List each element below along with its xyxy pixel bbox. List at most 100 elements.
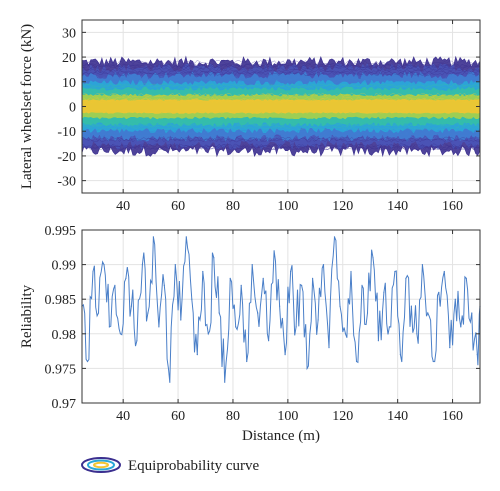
legend-equiprobability-icon-mid <box>87 459 115 471</box>
reliability-point <box>449 347 451 349</box>
equiprobability-curve <box>81 125 481 131</box>
equiprobability-curve <box>82 121 481 127</box>
y-tick-label: 20 <box>62 51 76 66</box>
x-tick-label: 120 <box>332 199 353 214</box>
reliability-point <box>443 270 445 273</box>
reliability-point <box>454 298 456 300</box>
reliability-point <box>317 319 319 321</box>
x-tick-label: 60 <box>171 199 185 214</box>
equiprobability-curve <box>81 119 481 125</box>
y-tick-label: 0.995 <box>45 224 77 239</box>
reliability-point <box>416 333 418 335</box>
reliability-point <box>405 277 407 279</box>
reliability-point <box>383 291 385 293</box>
reliability-point <box>273 250 275 252</box>
equiprobability-curve <box>81 145 481 151</box>
reliability-point <box>174 264 176 266</box>
legend: Equiprobability curve <box>81 457 260 474</box>
reliability-point <box>92 270 94 273</box>
reliability-point <box>372 257 374 259</box>
reliability-point <box>322 264 325 266</box>
equiprobability-curve <box>81 119 481 125</box>
x-tick-label: 160 <box>442 199 463 214</box>
equiprobability-curve <box>81 137 481 143</box>
y-axis-title: Lateral wheelset force (kN) <box>19 24 35 189</box>
equiprobability-curve <box>81 129 481 134</box>
reliability-point <box>103 264 105 266</box>
reliability-point <box>366 312 369 314</box>
reliability-point <box>257 312 259 314</box>
reliability-point <box>185 236 187 238</box>
reliability-point <box>114 284 116 286</box>
reliability-point <box>229 277 231 279</box>
equiprobability-curve <box>81 136 481 142</box>
equiprobability-curve <box>81 62 481 67</box>
reliability-point <box>421 264 423 266</box>
equiprobability-curve <box>81 70 481 75</box>
reliability-point <box>163 284 165 286</box>
reliability-point <box>218 312 220 314</box>
reliability-point <box>251 264 253 266</box>
equiprobability-curve <box>81 96 481 102</box>
y-tick-label: -10 <box>57 125 76 140</box>
reliability-point <box>328 347 330 349</box>
equiprobability-curve <box>81 133 481 138</box>
reliability-point <box>196 354 198 356</box>
reliability-point <box>191 298 193 300</box>
equiprobability-curve <box>81 60 481 65</box>
reliability-point <box>235 326 237 328</box>
top-chart: 40 60 80 100 120 140 1603020100-10-20-30Latera… <box>19 19 481 214</box>
legend-equiprobability-icon-outer <box>81 457 121 473</box>
x-axis-title: Distance (m) <box>242 428 320 444</box>
y-tick-label: -20 <box>57 150 76 165</box>
reliability-point <box>147 312 149 314</box>
equiprobability-curve <box>81 86 481 91</box>
reliability-point <box>410 305 412 307</box>
reliability-point <box>399 354 401 356</box>
y-tick-label: 0.985 <box>45 293 77 308</box>
plot-frame <box>81 229 481 404</box>
y-tick-label: 0.99 <box>52 259 77 274</box>
reliability-point <box>108 326 110 328</box>
x-tick-label: 40 <box>116 409 130 424</box>
x-tick-label: 140 <box>387 199 408 214</box>
y-tick-label: 10 <box>62 76 76 91</box>
x-tick-label: 140 <box>387 409 408 424</box>
y-tick-label: 0 <box>69 101 76 116</box>
equiprobability-curve <box>81 75 481 81</box>
reliability-point <box>97 312 100 314</box>
legend-label: Equiprobability curve <box>128 458 260 474</box>
reliability-point <box>240 284 242 286</box>
reliability-point <box>279 305 281 307</box>
reliability-point <box>202 270 204 273</box>
reliability-point <box>361 284 363 286</box>
reliability-point <box>86 360 89 363</box>
y-tick-label: 30 <box>62 26 76 41</box>
equiprobability-curve <box>81 63 481 68</box>
reliability-point <box>158 326 160 328</box>
x-tick-label: 100 <box>277 199 298 214</box>
reliability-point <box>262 277 264 279</box>
x-tick-label: 80 <box>226 409 240 424</box>
reliability-point <box>471 312 473 314</box>
reliability-point <box>130 305 132 307</box>
equiprobability-curve <box>81 76 481 81</box>
equiprobability-curve <box>81 117 481 123</box>
reliability-point <box>246 360 248 363</box>
reliability-point <box>344 333 347 335</box>
reliability-point <box>295 326 297 328</box>
reliability-point <box>350 270 352 273</box>
reliability-point <box>465 277 467 279</box>
reliability-point <box>438 291 440 293</box>
reliability-point <box>180 319 182 321</box>
equiprobability-curve <box>81 71 481 76</box>
y-tick-label: 0.975 <box>45 362 77 377</box>
reliability-point <box>284 354 286 356</box>
reliability-point <box>224 381 226 383</box>
x-tick-label: 40 <box>116 199 130 214</box>
equiprobability-curve <box>81 98 481 104</box>
equiprobability-curve <box>81 82 481 88</box>
equiprobability-curve <box>81 118 481 123</box>
equiprobability-curve <box>81 78 481 83</box>
